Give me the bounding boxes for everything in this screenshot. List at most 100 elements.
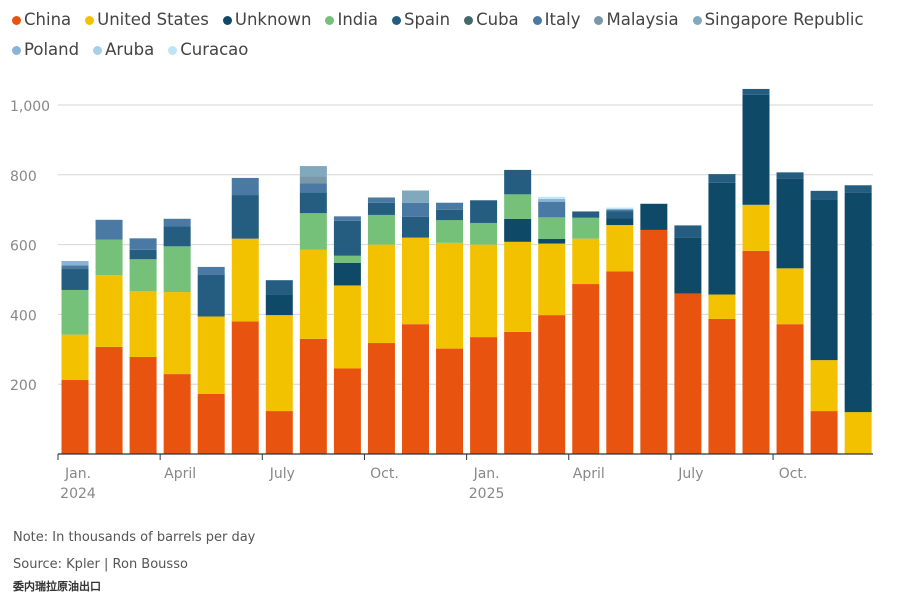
x-tick-label: July [677,466,703,482]
bar-segment [674,225,702,238]
bar-segment [129,238,157,250]
x-tick-label: Oct. [779,466,808,482]
x-tick-label: Oct. [370,466,399,482]
legend-swatch [12,15,21,25]
bar-segment [402,237,429,325]
bar-segment [333,368,361,454]
legend-label: Curacao [180,40,249,59]
y-tick-label: 400 [10,308,37,324]
bar-segment [129,291,157,357]
bar-segment [163,374,191,454]
bar-segment [367,214,395,245]
bar-segment [299,249,327,339]
bar-segment [299,166,327,177]
bar-segment [333,216,361,221]
bar-segment [708,318,736,454]
bar-segment [742,250,770,454]
legend-swatch [12,45,21,55]
bar-segment [606,207,634,210]
bar-segment [538,201,566,218]
bar-segment [265,315,293,412]
bar-segment [163,246,191,293]
bar-segment [538,243,566,316]
bar-segment [810,411,838,454]
legend-swatch [85,15,95,25]
legend-swatch [168,45,178,55]
legend-item: Malaysia [594,8,679,32]
source-text: Source: Kpler | Ron Bousso [13,557,188,572]
bar-segment [538,196,566,199]
bar-segment [470,244,498,338]
bar-segment [367,197,395,203]
bar-segment [163,218,191,227]
bar-segment [61,269,89,290]
legend-label: Cuba [476,10,519,29]
legend-item: Singapore Republic [692,8,864,32]
bar-segment [197,316,225,394]
bar-segment [810,190,838,200]
bar-segment [572,284,600,454]
bar-segment [504,169,532,195]
bar-segment [402,202,429,217]
legend-swatch [594,15,604,25]
bar-segment [606,271,634,454]
bar-segment [61,289,89,335]
bar-segment [333,285,361,369]
caption-text: 委内瑞拉原油出口 [13,580,101,593]
x-tick-label: April [164,466,196,482]
bar-segment [129,356,157,454]
bar-segment [265,280,293,295]
bar-segment [436,348,464,454]
legend-label: Malaysia [606,10,679,29]
bar-segment [708,294,736,319]
legend-item: Italy [532,8,580,32]
bar-segment [299,213,327,250]
x-tick-label: July [269,466,295,482]
bar-segment [742,94,770,205]
bar-segment [231,195,259,239]
bar-segment [844,192,872,413]
bar-segment [95,275,123,347]
bar-segment [231,177,259,196]
bar-segment [61,334,89,381]
bar-segment [640,203,668,230]
bar-segment [95,346,123,454]
bar-segment [572,217,600,239]
bar-segment [367,343,395,454]
bar-segment [606,225,634,272]
legend-label: Poland [24,40,80,59]
bar-segment [333,255,361,263]
bar-segment [299,183,327,193]
legend-item: India [325,8,378,32]
legend-item: United States [85,8,209,32]
bar-segment [231,238,259,322]
bar-segment [776,178,804,269]
bar-segment [265,411,293,454]
bar-segment [742,88,770,95]
bar-segment [640,229,668,454]
bar-segment [606,218,634,226]
legend-label: Spain [403,10,451,29]
note-text: Note: In thousands of barrels per day [13,530,256,545]
y-tick-label: 600 [10,239,37,255]
legend-label: Unknown [234,10,312,29]
legend-label: India [337,10,378,29]
bar-segment [129,259,157,292]
bar-segment [470,222,498,245]
x-tick-year: 2024 [60,486,96,502]
legend-label: China [24,10,72,29]
bar-segment [470,200,498,223]
legend-label: Singapore Republic [704,10,864,29]
bar-segment [402,190,429,203]
x-tick-label: Jan. [64,466,91,482]
legend-item: Poland [12,38,79,62]
bar-segment [436,220,464,243]
legend-swatch [325,15,335,25]
bar-segment [606,209,634,212]
bar-segment [436,209,464,221]
bar-segment [708,182,736,295]
bar-segment [504,218,532,242]
legend: China United States Unknown India Spain Cuba I… [12,8,882,62]
x-tick-label: April [573,466,605,482]
bar-segment [197,274,225,317]
